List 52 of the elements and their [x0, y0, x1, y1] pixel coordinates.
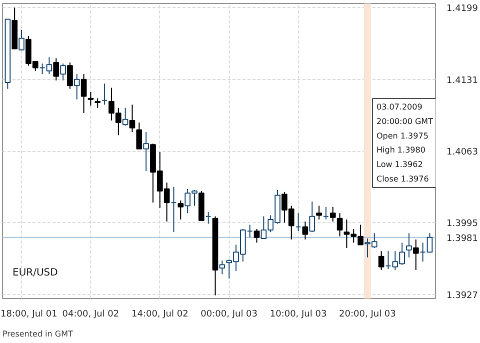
- candlestick: [60, 63, 66, 81]
- candlestick: [323, 206, 329, 220]
- y-tick-label: 1.4131: [446, 76, 478, 86]
- candlestick: [129, 104, 136, 133]
- annotation: 20:00:00 GMT: [376, 116, 434, 126]
- candlestick: [94, 98, 101, 108]
- x-tick-label: 10:00, Jul 03: [270, 310, 327, 320]
- candlestick: [309, 201, 316, 233]
- annotation: Close 1.3976: [376, 174, 429, 184]
- candlestick: [18, 29, 24, 50]
- candlestick: [295, 212, 302, 232]
- candlestick: [336, 212, 343, 237]
- candlestick: [53, 58, 60, 81]
- annotation: 03.07.2009: [376, 102, 422, 112]
- candlestick: [254, 228, 260, 244]
- candlestick: [420, 242, 426, 262]
- candlestick: [143, 132, 149, 172]
- candlestick: [205, 212, 212, 224]
- candlestick: [102, 83, 108, 106]
- y-tick-label: 1.4199: [446, 4, 478, 14]
- candlestick: [426, 232, 433, 253]
- annotation: EUR/USD: [12, 268, 58, 278]
- candlestick: [378, 250, 384, 271]
- candlestick: [412, 239, 419, 271]
- x-tick-label: 20:00, Jul 03: [339, 310, 396, 320]
- candlestick: [88, 92, 94, 106]
- x-tick-label: 14:00, Jul 02: [131, 310, 188, 320]
- candlestick: [39, 63, 46, 75]
- candlestick: [74, 74, 80, 100]
- x-tick-label: 04:00, Jul 02: [62, 310, 120, 320]
- candlestick: [316, 205, 322, 220]
- candlestick: [80, 74, 87, 114]
- annotation: Open 1.3975: [376, 131, 428, 140]
- candlestick: [330, 206, 336, 222]
- candlestick: [170, 186, 177, 233]
- candlestick: [219, 260, 226, 275]
- x-tick-label: 00:00, Jul 03: [200, 310, 258, 320]
- candlestick: [122, 107, 128, 126]
- candlestick: [178, 200, 184, 220]
- candlestick: [67, 62, 73, 90]
- annotation: Low 1.3962: [376, 160, 423, 170]
- candlestick: [302, 221, 308, 240]
- annotation: High 1.3980: [376, 146, 426, 155]
- text: Presented in GMT: [2, 330, 73, 338]
- candlestick: [46, 56, 52, 75]
- y-tick-label: 1.3927: [446, 290, 478, 301]
- ref-line-label: 1.3981: [446, 234, 478, 244]
- y-tick-label: 1.3995: [446, 219, 478, 230]
- x-tick-label: 18:00, Jul 01: [0, 310, 58, 320]
- candlestick: [136, 122, 142, 150]
- candlestick: [406, 232, 412, 258]
- y-tick-label: 1.4063: [446, 148, 478, 158]
